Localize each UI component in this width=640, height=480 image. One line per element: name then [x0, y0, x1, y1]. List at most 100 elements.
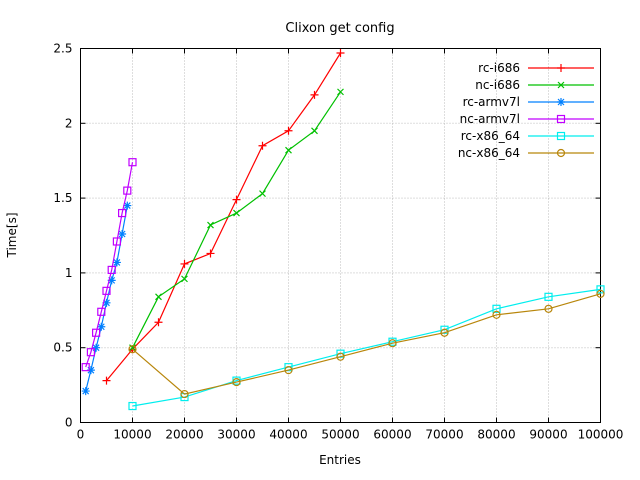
y-tick-label: 0.5 — [53, 341, 72, 355]
legend-item-nc-x86_64: nc-x86_64 — [458, 146, 594, 160]
series-nc-i686 — [129, 88, 344, 352]
data-point-marker — [492, 304, 501, 313]
x-axis-label: Entries — [319, 453, 361, 467]
data-point-marker — [206, 249, 215, 258]
legend-item-nc-i686: nc-i686 — [475, 78, 594, 92]
data-point-marker — [102, 298, 111, 307]
series-markers-nc-x86_64 — [128, 289, 605, 399]
legend-label: rc-armv7l — [463, 95, 520, 109]
x-tick-labels: 0 10000 20000 30000 40000 50000 60000 70000 8000… — [77, 428, 624, 442]
data-point-marker — [596, 289, 605, 298]
x-tick-label: 40000 — [269, 428, 307, 442]
data-point-marker — [337, 88, 344, 96]
data-point-marker — [112, 258, 121, 267]
data-point-marker — [123, 186, 132, 195]
data-point-marker — [102, 286, 111, 295]
series-rc-i686 — [102, 48, 345, 385]
data-point-marker — [154, 318, 163, 327]
legend: rc-i686 nc-i686 rc-armv7l nc-armv7l rc-x86_6… — [458, 61, 594, 160]
series-nc-x86_64 — [128, 289, 605, 399]
data-point-marker — [118, 230, 127, 239]
data-point-marker — [311, 127, 318, 135]
legend-label: rc-i686 — [478, 61, 520, 75]
legend-item-nc-armv7l: nc-armv7l — [460, 112, 594, 126]
data-point-marker — [155, 293, 162, 301]
series-line-nc-armv7l — [85, 162, 134, 368]
data-point-marker — [492, 310, 501, 319]
data-point-marker — [556, 114, 566, 124]
legend-label: nc-i686 — [475, 78, 520, 92]
data-point-marker — [180, 389, 189, 399]
data-point-marker — [544, 292, 553, 301]
data-point-marker — [86, 366, 95, 375]
y-tick-label: 1 — [65, 266, 73, 280]
data-point-marker — [596, 285, 605, 294]
x-tick-label: 60000 — [373, 428, 411, 442]
data-point-marker — [557, 81, 565, 89]
y-tick-label: 0 — [65, 416, 73, 430]
data-point-marker — [112, 237, 122, 246]
chart-title: Clixon get config — [285, 21, 394, 36]
data-point-marker — [233, 209, 240, 217]
series-nc-armv7l — [81, 158, 137, 372]
data-point-marker — [557, 98, 565, 106]
x-tick-label: 80000 — [477, 428, 515, 442]
x-tick-label: 10000 — [113, 428, 151, 442]
y-tick-label: 1.5 — [53, 191, 72, 205]
data-point-marker — [128, 158, 137, 167]
data-point-marker — [81, 363, 90, 372]
data-point-marker — [86, 348, 96, 357]
legend-label: rc-x86_64 — [461, 129, 520, 143]
data-point-marker — [232, 378, 241, 387]
data-point-marker — [284, 366, 293, 375]
legend-item-rc-i686: rc-i686 — [478, 61, 594, 75]
grid-lines — [80, 48, 601, 423]
axis-ticks — [80, 48, 601, 423]
data-point-marker — [92, 343, 101, 352]
data-point-marker — [284, 126, 293, 135]
legend-item-rc-armv7l: rc-armv7l — [463, 95, 594, 109]
legend-item-rc-x86_64: rc-x86_64 — [461, 129, 594, 143]
data-point-marker — [556, 131, 566, 141]
series-line-rc-i686 — [106, 52, 342, 381]
data-point-marker — [97, 307, 106, 316]
data-point-marker — [285, 146, 292, 154]
data-point-marker — [117, 208, 127, 218]
data-point-marker — [102, 376, 111, 385]
x-tick-label: 0 — [77, 428, 85, 442]
data-point-marker — [310, 90, 319, 99]
x-tick-label: 70000 — [425, 428, 463, 442]
data-point-marker — [336, 352, 345, 361]
x-tick-label: 20000 — [165, 428, 203, 442]
data-point-marker — [107, 265, 116, 275]
data-point-marker — [258, 141, 267, 150]
data-point-marker — [123, 201, 132, 210]
legend-label: nc-armv7l — [460, 112, 520, 126]
data-point-marker — [336, 48, 345, 57]
series-line-nc-x86_64 — [132, 293, 601, 395]
y-tick-label: 2.5 — [53, 42, 72, 56]
data-point-marker — [440, 328, 449, 337]
data-point-marker — [128, 345, 137, 354]
series-markers-rc-i686 — [102, 48, 345, 385]
data-point-marker — [556, 148, 566, 158]
data-point-marker — [388, 339, 397, 348]
data-point-marker — [181, 275, 188, 283]
series-markers-nc-armv7l — [81, 158, 137, 372]
y-tick-labels: 0 0.5 1 1.5 2 2.5 — [53, 42, 72, 430]
x-tick-label: 100000 — [578, 428, 624, 442]
data-point-marker — [180, 259, 189, 268]
data-point-marker — [107, 276, 116, 285]
plot-area: 0 10000 20000 30000 40000 50000 60000 70000 8000… — [53, 42, 623, 442]
y-tick-label: 2 — [65, 116, 73, 130]
legend-label: nc-x86_64 — [458, 146, 520, 160]
series-line-rc-x86_64 — [132, 288, 601, 407]
data-point-marker — [91, 328, 101, 337]
data-point-marker — [128, 401, 137, 411]
series-markers-rc-armv7l — [81, 201, 132, 396]
data-point-marker — [97, 322, 106, 331]
data-point-marker — [544, 304, 553, 313]
x-tick-label: 30000 — [217, 428, 255, 442]
